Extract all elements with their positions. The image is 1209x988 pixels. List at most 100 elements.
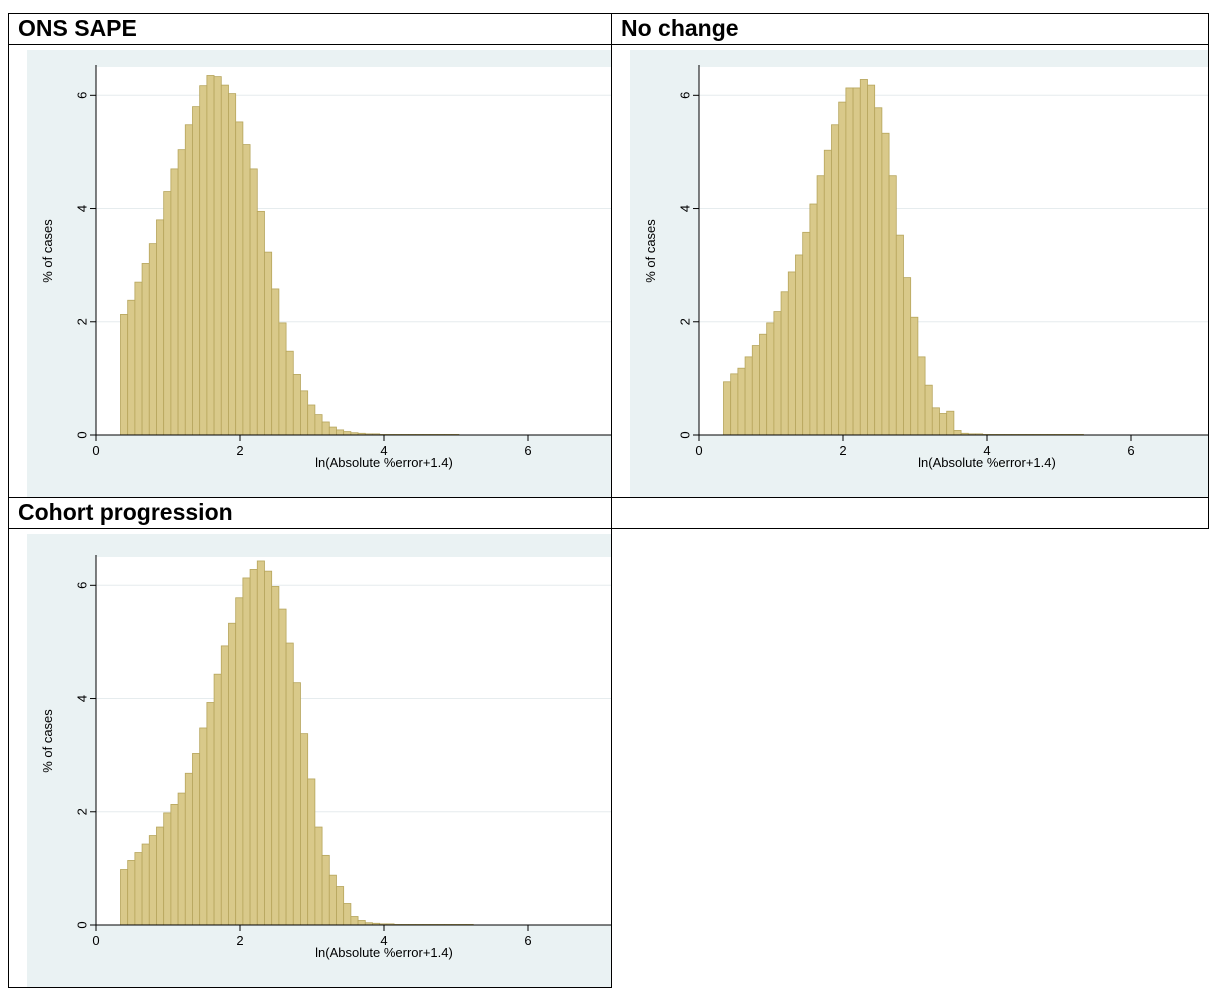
x-tick-label: 2: [839, 443, 846, 458]
histogram-bar: [271, 586, 280, 926]
histogram-bar: [831, 124, 840, 436]
x-tick-label: 2: [236, 443, 243, 458]
histogram-bar: [823, 149, 832, 436]
histogram-bar: [292, 682, 301, 926]
histogram-bar: [328, 874, 337, 926]
histogram-bar: [787, 271, 796, 436]
histogram-bar: [780, 291, 789, 436]
histogram-bar: [206, 75, 215, 436]
histogram-bar: [220, 84, 229, 436]
histogram-bar: [177, 792, 186, 926]
y-tick-label: 0: [75, 921, 90, 928]
header-empty: [611, 497, 1209, 529]
histogram-bar: [895, 234, 904, 436]
histogram-bar: [148, 243, 157, 436]
histogram-bar: [759, 333, 768, 436]
x-tick-label: 6: [524, 443, 531, 458]
histogram-bar: [213, 76, 222, 436]
histogram-bar: [357, 920, 366, 926]
histogram-bar: [278, 322, 287, 436]
y-tick-label: 6: [75, 92, 90, 99]
histogram-bar: [170, 168, 179, 436]
histogram-bar: [328, 426, 337, 436]
histogram-bar: [910, 316, 919, 436]
histogram-bar: [307, 778, 316, 926]
histogram-bar: [228, 622, 237, 926]
histogram-bar: [120, 314, 129, 436]
x-tick-label: 6: [524, 933, 531, 948]
histogram-bar: [723, 381, 732, 436]
histogram-bar: [271, 288, 280, 436]
histogram-bar: [184, 124, 193, 436]
histogram-bar: [744, 356, 753, 436]
histogram-bar: [120, 869, 129, 926]
header-cohort-progression: Cohort progression: [8, 497, 612, 529]
histogram-bar: [163, 812, 172, 926]
histogram-bar: [242, 144, 251, 436]
histogram-ons-sape: 024602468ln(Absolute %error+1.4)% of cas…: [27, 50, 611, 497]
histogram-bar: [127, 860, 136, 926]
x-axis-label: ln(Absolute %error+1.4): [315, 455, 453, 470]
x-tick-label: 4: [380, 933, 387, 948]
histogram-bar: [795, 254, 804, 436]
histogram-bar: [235, 121, 244, 436]
histogram-bar: [300, 390, 309, 436]
histogram-bar: [199, 727, 208, 926]
histogram-bar: [730, 373, 739, 436]
histogram-bar: [343, 903, 352, 926]
histogram-bar: [867, 84, 876, 436]
histogram-bar: [192, 753, 201, 926]
histogram-bar: [249, 569, 258, 926]
x-tick-label: 6: [1127, 443, 1134, 458]
histogram-cohort-progression: 024602468ln(Absolute %error+1.4)% of cas…: [27, 534, 611, 987]
histogram-bar: [141, 263, 150, 436]
histogram-bar: [285, 642, 294, 926]
histogram-bar: [859, 79, 868, 436]
histogram-bar: [199, 85, 208, 436]
y-tick-label: 4: [75, 205, 90, 212]
histogram-bar: [163, 191, 172, 436]
histogram-bar: [213, 673, 222, 926]
histogram-bar: [336, 429, 345, 436]
histogram-bar: [838, 101, 847, 436]
y-tick-label: 0: [75, 431, 90, 438]
histogram-bar: [845, 87, 854, 436]
histogram-bar: [256, 560, 265, 926]
histogram-bar: [148, 835, 157, 926]
histogram-bar: [737, 367, 746, 436]
histogram-no-change: 024602468ln(Absolute %error+1.4)% of cas…: [630, 50, 1208, 497]
x-tick-label: 4: [983, 443, 990, 458]
histogram-bar: [917, 356, 926, 436]
histogram-bar: [881, 132, 890, 436]
histogram-bar: [127, 299, 136, 436]
x-axis-label: ln(Absolute %error+1.4): [918, 455, 1056, 470]
x-axis-label: ln(Absolute %error+1.4): [315, 945, 453, 960]
histogram-bar: [336, 886, 345, 926]
histogram-bar: [256, 210, 265, 436]
cell-no-change-chart: 024602468ln(Absolute %error+1.4)% of cas…: [611, 44, 1209, 498]
histogram-bar: [924, 384, 933, 436]
histogram-bar: [903, 277, 912, 436]
y-axis-label: % of cases: [643, 219, 658, 283]
histogram-bar: [946, 410, 955, 436]
histogram-bar: [249, 168, 258, 436]
histogram-bar: [773, 311, 782, 436]
histogram-bar: [300, 733, 309, 926]
cell-cohort-progression-chart: 024602468ln(Absolute %error+1.4)% of cas…: [8, 528, 612, 988]
histogram-bar: [134, 281, 143, 436]
histogram-bar: [931, 407, 940, 436]
histogram-bar: [177, 149, 186, 436]
histogram-bar: [228, 93, 237, 436]
histogram-bar: [156, 826, 165, 926]
header-ons-sape: ONS SAPE: [8, 13, 612, 45]
histogram-bar: [134, 852, 143, 926]
histogram-bar: [314, 826, 323, 926]
histogram-bar: [278, 608, 287, 926]
x-tick-label: 4: [380, 443, 387, 458]
histogram-bar: [802, 231, 811, 436]
header-no-change: No change: [611, 13, 1209, 45]
y-tick-label: 2: [75, 808, 90, 815]
histogram-bar: [888, 175, 897, 436]
histogram-bar: [343, 431, 352, 436]
x-tick-label: 0: [92, 933, 99, 948]
